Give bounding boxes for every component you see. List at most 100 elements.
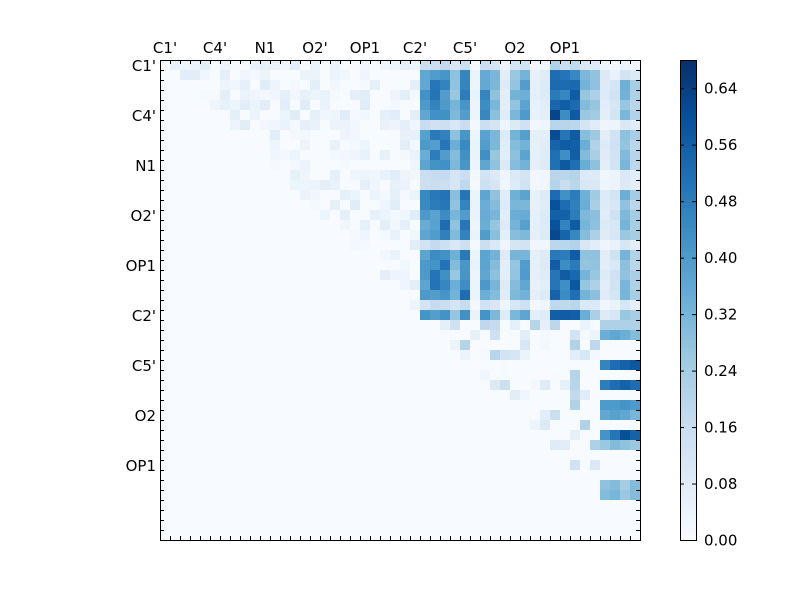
heatmap-cell xyxy=(170,450,181,461)
heatmap-cell xyxy=(220,360,231,371)
heatmap-cell xyxy=(430,250,441,261)
heatmap-cell xyxy=(560,330,571,341)
heatmap-cell xyxy=(310,400,321,411)
heatmap-cell xyxy=(390,440,401,451)
heatmap-cell xyxy=(480,320,491,331)
heatmap-cell xyxy=(170,190,181,201)
heatmap-cell xyxy=(590,110,601,121)
heatmap-cell xyxy=(230,110,241,121)
heatmap-cell xyxy=(630,160,641,171)
heatmap-cell xyxy=(190,420,201,431)
heatmap-cell xyxy=(320,110,331,121)
heatmap-cell xyxy=(540,110,551,121)
heatmap-cell xyxy=(290,450,301,461)
heatmap-cell xyxy=(490,500,501,511)
heatmap-cell xyxy=(180,160,191,171)
heatmap-cell xyxy=(420,220,431,231)
heatmap-cell xyxy=(560,160,571,171)
heatmap-cell xyxy=(300,460,311,471)
heatmap-cell xyxy=(600,500,611,511)
heatmap-cell xyxy=(630,180,641,191)
heatmap-cell xyxy=(450,310,461,321)
heatmap-cell xyxy=(620,160,631,171)
heatmap-cell xyxy=(200,220,211,231)
heatmap-cell xyxy=(540,70,551,81)
heatmap-cell xyxy=(460,480,471,491)
heatmap-cell xyxy=(380,270,391,281)
colorbar-segment xyxy=(680,332,696,337)
heatmap-cell xyxy=(180,110,191,121)
heatmap-cell xyxy=(580,60,591,71)
heatmap-cell xyxy=(210,160,221,171)
heatmap-cell xyxy=(250,460,261,471)
heatmap-cell xyxy=(290,280,301,291)
heatmap-cell xyxy=(290,290,301,301)
heatmap-cell xyxy=(200,290,211,301)
heatmap-cell xyxy=(430,60,441,71)
heatmap-cell xyxy=(270,110,281,121)
heatmap-cell xyxy=(390,450,401,461)
heatmap-cell xyxy=(320,280,331,291)
heatmap-cell xyxy=(310,500,321,511)
heatmap-cell xyxy=(550,70,561,81)
heatmap-cell xyxy=(310,170,321,181)
heatmap-cell xyxy=(430,340,441,351)
heatmap-cell xyxy=(530,270,541,281)
heatmap-cell xyxy=(590,410,601,421)
colorbar-segment xyxy=(680,312,696,317)
heatmap-cell xyxy=(250,290,261,301)
colorbar-segment xyxy=(680,72,696,77)
heatmap-cell xyxy=(460,130,471,141)
heatmap-cell xyxy=(280,100,291,111)
heatmap-cell xyxy=(290,170,301,181)
heatmap-cell xyxy=(180,190,191,201)
heatmap-cell xyxy=(570,90,581,101)
colorbar-segment xyxy=(680,80,696,85)
heatmap-cell xyxy=(620,510,631,521)
heatmap-cell xyxy=(250,230,261,241)
heatmap-cell xyxy=(310,230,321,241)
heatmap-cell xyxy=(300,400,311,411)
heatmap-cell xyxy=(380,230,391,241)
heatmap-cell xyxy=(200,340,211,351)
heatmap-cell xyxy=(230,400,241,411)
heatmap-cell xyxy=(350,530,361,541)
heatmap-cell xyxy=(590,400,601,411)
heatmap-cell xyxy=(250,240,261,251)
heatmap-cell xyxy=(230,120,241,131)
heatmap-cell xyxy=(470,370,481,381)
heatmap-cell xyxy=(310,390,321,401)
heatmap-cell xyxy=(580,160,591,171)
heatmap-cell xyxy=(590,430,601,441)
heatmap-cell xyxy=(210,200,221,211)
heatmap-cell xyxy=(440,90,451,101)
heatmap-cell xyxy=(270,70,281,81)
heatmap-cell xyxy=(200,90,211,101)
axis-ticks xyxy=(160,60,640,540)
heatmap-cell xyxy=(310,250,321,261)
heatmap-cell xyxy=(190,530,201,541)
heatmap-cell xyxy=(590,290,601,301)
heatmap-cell xyxy=(520,430,531,441)
heatmap-cell xyxy=(460,410,471,421)
heatmap-cell xyxy=(330,280,341,291)
heatmap-cell xyxy=(550,180,561,191)
heatmap-cell xyxy=(340,90,351,101)
colorbar-segment xyxy=(680,212,696,217)
heatmap-cell xyxy=(440,120,451,131)
heatmap-cell xyxy=(380,120,391,131)
heatmap-cell xyxy=(230,220,241,231)
heatmap-cell xyxy=(580,500,591,511)
heatmap-cell xyxy=(500,450,511,461)
heatmap-cell xyxy=(160,100,171,111)
heatmap-cell xyxy=(270,340,281,351)
heatmap-cell xyxy=(380,430,391,441)
heatmap-cell xyxy=(310,180,321,191)
heatmap-cell xyxy=(500,470,511,481)
heatmap-cell xyxy=(250,350,261,361)
heatmap-cell xyxy=(180,440,191,451)
heatmap-cell xyxy=(450,140,461,151)
heatmap-cell xyxy=(530,460,541,471)
heatmap-cell xyxy=(570,160,581,171)
heatmap-cell xyxy=(600,390,611,401)
